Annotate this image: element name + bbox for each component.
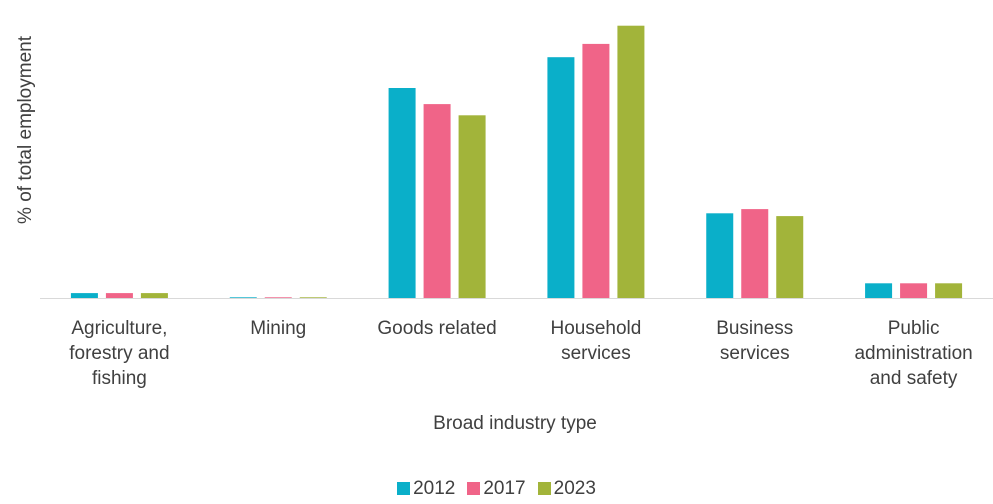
legend-label: 2012 <box>413 478 456 499</box>
legend-item: 2017 <box>467 478 526 500</box>
bar <box>264 297 292 298</box>
bar <box>935 283 963 298</box>
legend-swatch <box>537 482 551 495</box>
legend-item: 2012 <box>397 478 455 500</box>
legend-swatch <box>467 482 481 495</box>
bar <box>547 57 575 299</box>
x-tick-label: Goods related <box>377 318 497 339</box>
legend-item: 2023 <box>537 478 596 500</box>
x-tick-label: Agriculture, forestry and fishing <box>69 318 170 389</box>
x-tick-label: Public administration and safety <box>854 318 973 389</box>
legend-swatch <box>397 482 411 495</box>
bar <box>776 216 804 298</box>
bar <box>865 283 893 298</box>
bar <box>140 293 168 298</box>
bar <box>105 293 133 298</box>
bar <box>582 43 610 299</box>
bar <box>900 283 928 298</box>
bar <box>617 25 645 298</box>
x-tick-label: Mining <box>250 318 307 339</box>
bar <box>229 297 257 298</box>
bar <box>706 213 734 298</box>
x-tick-label: Household services <box>550 318 642 364</box>
bar <box>388 88 416 298</box>
legend-label: 2023 <box>553 478 596 499</box>
bar <box>70 293 98 298</box>
bar <box>458 115 486 298</box>
bar <box>423 104 451 298</box>
legend: 2012 2017 2023 <box>0 478 993 500</box>
x-tick-label: Business services <box>716 318 794 364</box>
bar <box>299 297 327 298</box>
x-axis-title: Broad industry type <box>433 413 597 434</box>
y-axis-title: % of total employment <box>15 35 36 224</box>
bar <box>741 209 769 298</box>
legend-label: 2017 <box>483 478 526 499</box>
